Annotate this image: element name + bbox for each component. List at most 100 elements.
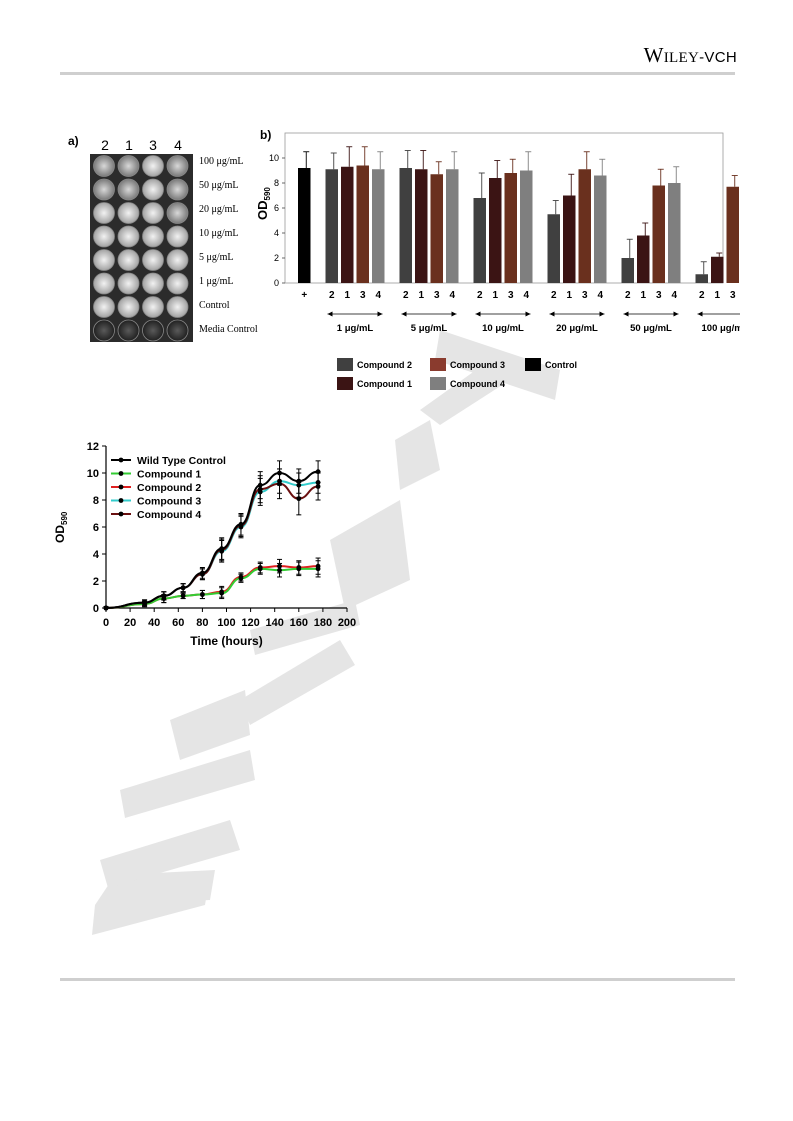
data-point <box>238 575 244 581</box>
bar-category-label: 1 <box>492 290 498 301</box>
bar <box>695 274 708 283</box>
bar-category-label: 1 <box>640 290 646 301</box>
plate-well <box>117 225 140 248</box>
data-point <box>238 521 244 527</box>
plate-row-label: 1 μg/mL <box>199 276 234 287</box>
group-concentration-label: 20 μg/mL <box>556 323 598 334</box>
y-tick-label: 6 <box>274 203 279 213</box>
data-point <box>161 593 167 599</box>
y-axis-label-main: OD <box>255 201 270 221</box>
legend-label: Wild Type Control <box>137 455 226 467</box>
legend-swatch <box>337 377 353 390</box>
data-point <box>219 546 225 551</box>
bar-category-label: 1 <box>566 290 572 301</box>
bar-category-label: 4 <box>671 290 677 301</box>
plate-column-label: 3 <box>149 137 157 153</box>
plate-column-label: 1 <box>125 137 133 153</box>
plate-column-label: 2 <box>101 137 109 153</box>
y-axis-label: OD590 <box>255 187 272 220</box>
plate-row-label: 50 μg/mL <box>199 180 239 191</box>
legend-swatch <box>525 358 541 371</box>
data-point <box>257 482 263 488</box>
plate-well <box>117 272 140 295</box>
plate-row-label: 20 μg/mL <box>199 204 239 215</box>
plate-well <box>117 249 140 271</box>
bar <box>473 198 486 283</box>
legend-swatch <box>430 377 446 390</box>
legend-label: Compound 3 <box>450 360 505 370</box>
series-line <box>105 565 319 609</box>
bar-category-label: 1 <box>714 290 720 301</box>
x-tick-label: 60 <box>172 617 184 629</box>
group-arrow-left <box>697 311 703 317</box>
data-point <box>103 605 109 611</box>
y-axis-label-sub: 590 <box>263 187 272 201</box>
bar <box>594 175 607 283</box>
bar <box>578 169 591 283</box>
legend-marker <box>118 457 124 463</box>
plate-well <box>142 319 164 342</box>
group-arrow-left <box>475 311 481 317</box>
data-point <box>315 469 321 475</box>
plate-well <box>93 225 115 248</box>
footer-rule <box>60 978 735 981</box>
y-tick-label: 8 <box>274 178 279 188</box>
y-tick-label: 0 <box>93 603 99 615</box>
plate-well <box>117 296 140 318</box>
legend-label: Compound 4 <box>450 379 505 389</box>
bar <box>325 169 338 283</box>
x-tick-label: 100 <box>217 617 235 629</box>
legend-label: Compound 1 <box>357 379 412 389</box>
bar <box>399 168 412 283</box>
bar <box>504 173 517 283</box>
plate-well <box>142 178 164 201</box>
data-point <box>180 585 186 591</box>
legend-label: Compound 2 <box>137 482 201 494</box>
group-concentration-label: 1 μg/mL <box>337 323 374 334</box>
x-tick-label: 40 <box>148 617 160 629</box>
logo-sub: VCH <box>704 49 737 66</box>
plate-well <box>166 249 189 271</box>
bar-category-label: + <box>301 290 307 301</box>
group-arrow-left <box>401 311 407 317</box>
data-point <box>277 470 282 476</box>
x-tick-label: 0 <box>103 617 109 629</box>
bar-category-label: 3 <box>730 290 736 301</box>
x-tick-label: 200 <box>338 617 356 629</box>
bar-category-label: 3 <box>582 290 588 301</box>
bar <box>430 174 443 283</box>
y-tick-label: 0 <box>274 278 279 288</box>
plate-well <box>93 178 115 201</box>
data-point <box>219 590 225 596</box>
bar-category-label: 4 <box>375 290 381 301</box>
plate-well <box>166 202 189 224</box>
x-tick-label: 180 <box>314 617 332 629</box>
x-tick-label: 160 <box>290 617 308 629</box>
bar-category-label: 2 <box>625 290 631 301</box>
bar <box>415 169 428 283</box>
bar-category-label: 3 <box>434 290 440 301</box>
plate-row-label: Control <box>199 300 230 311</box>
plate-well <box>166 155 189 177</box>
data-point <box>277 567 282 573</box>
data-point <box>315 484 321 489</box>
y-tick-label: 10 <box>269 153 279 163</box>
plate-well <box>166 319 189 342</box>
data-point <box>257 566 263 572</box>
bar <box>668 183 681 283</box>
y-tick-label: 8 <box>93 495 99 507</box>
group-concentration-label: 50 μg/mL <box>630 323 672 334</box>
plate-well <box>93 296 115 318</box>
data-point <box>315 566 321 572</box>
plate-well <box>117 155 140 177</box>
legend-marker <box>118 484 124 490</box>
legend-label: Compound 1 <box>137 469 201 481</box>
y-axis-label: OD590 <box>53 511 69 543</box>
data-point <box>296 478 302 484</box>
bar-category-label: 1 <box>344 290 350 301</box>
plate-well <box>166 272 189 295</box>
plate-well <box>142 225 164 248</box>
bar <box>652 185 665 283</box>
y-tick-label: 10 <box>87 468 99 480</box>
